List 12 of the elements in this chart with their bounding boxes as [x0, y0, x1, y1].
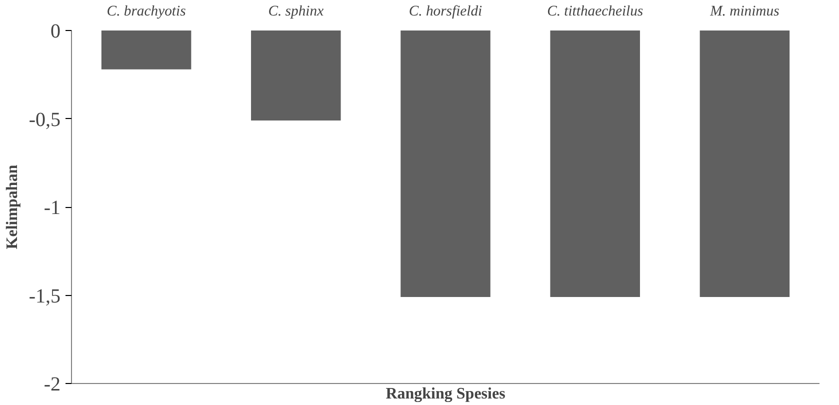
y-tick-label: -1,5	[28, 285, 61, 308]
x-tick-label: C. titthaecheilus	[547, 4, 644, 20]
y-tick-label: 0	[50, 20, 60, 42]
x-tick-label: M. minimus	[709, 4, 780, 20]
y-tick-label: -0,5	[28, 108, 61, 131]
x-tick-label: C. brachyotis	[106, 4, 186, 20]
y-axis-title: Kelimpahan	[4, 164, 21, 250]
x-tick-label: C. horsfieldi	[408, 4, 482, 20]
y-tick-label: -2	[44, 374, 61, 396]
x-axis-title: Rangking Spesies	[386, 386, 506, 402]
x-tick-label: C. sphinx	[268, 4, 324, 20]
y-tick-label: -1	[44, 197, 61, 219]
